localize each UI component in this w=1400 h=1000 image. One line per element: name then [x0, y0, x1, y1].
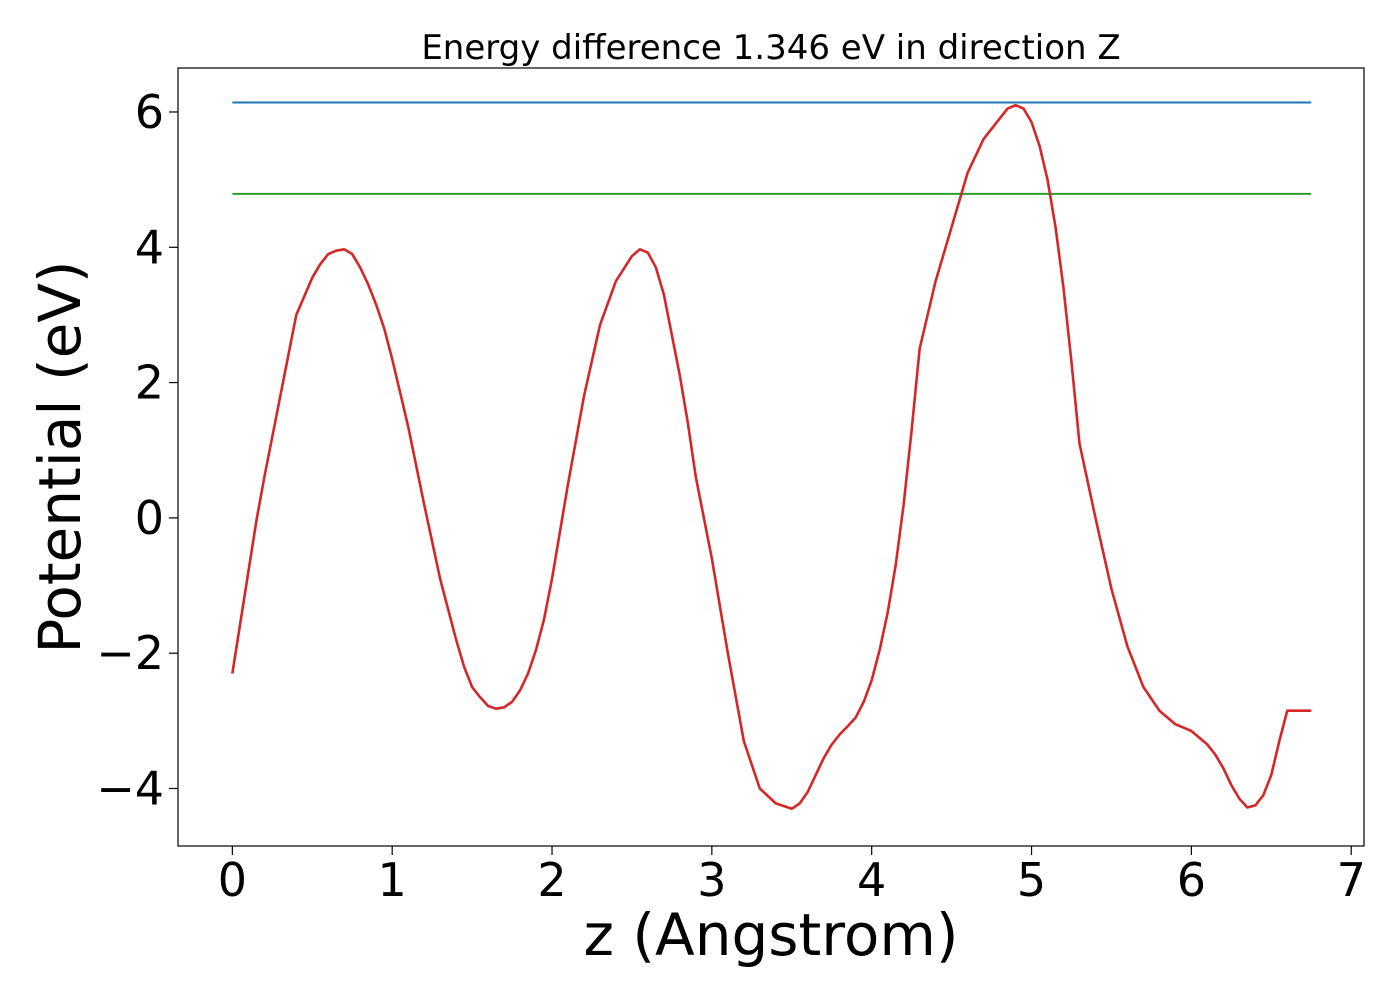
plot-frame: [177, 67, 1365, 847]
y-tick-label: −2: [96, 626, 164, 680]
series-line-2: [231, 103, 1312, 811]
y-axis-label: Potential (eV): [26, 260, 94, 653]
x-tick-label: 2: [537, 853, 566, 907]
x-axis-ticks: 0 1 2 3 4 5 6 7: [218, 846, 1366, 907]
y-axis-ticks: −4 −2 0 2 4 6: [96, 85, 178, 815]
y-tick-label: 6: [135, 85, 164, 139]
x-tick-label: 7: [1337, 853, 1366, 907]
y-tick-label: 4: [135, 220, 164, 274]
y-tick-label: 0: [135, 491, 164, 545]
x-tick-label: 6: [1177, 853, 1206, 907]
x-tick-label: 0: [218, 853, 247, 907]
chart-title: Energy difference 1.346 eV in direction …: [421, 28, 1120, 68]
x-tick-label: 4: [857, 853, 886, 907]
x-axis-label: z (Angstrom): [584, 901, 959, 969]
x-tick-label: 5: [1017, 853, 1046, 907]
y-tick-label: 2: [135, 356, 164, 410]
y-tick-label: −4: [96, 761, 164, 815]
x-tick-label: 3: [697, 853, 726, 907]
series-layer: [231, 101, 1312, 811]
x-tick-label: 1: [378, 853, 407, 907]
